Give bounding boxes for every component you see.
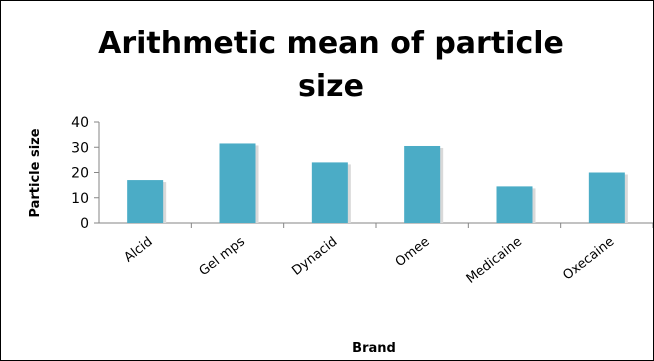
bar-gel-mps (219, 143, 256, 223)
x-tick-label: Alcid (122, 234, 156, 265)
y-tick-label: 0 (80, 216, 89, 232)
x-tick-label: Oxecaine (560, 234, 617, 283)
chart-title-line-1: Arithmetic mean of particle (98, 26, 564, 61)
y-tick-label: 10 (71, 191, 89, 207)
y-axis-title: Particle size (28, 128, 43, 217)
bar-alcid (127, 180, 164, 223)
plot-area: 0 10 20 30 40 Alcid Gel mps Dynacid Omee Medicain… (71, 115, 653, 287)
bar-medicaine (496, 186, 533, 223)
x-tick-label: Dynacid (289, 234, 340, 278)
x-tick-label: Gel mps (197, 234, 249, 279)
y-tick-label: 40 (71, 115, 89, 131)
bar-omee (404, 145, 441, 223)
y-tick-label: 30 (71, 140, 89, 156)
bar-dynacid (311, 162, 348, 223)
x-tick-label: Medicaine (464, 234, 525, 286)
x-tick-label: Omee (393, 234, 433, 270)
y-tick-label: 20 (71, 166, 89, 182)
x-axis-title: Brand (352, 341, 396, 356)
chart-title-line-2: size (298, 69, 364, 104)
bar-oxecaine (588, 172, 625, 223)
